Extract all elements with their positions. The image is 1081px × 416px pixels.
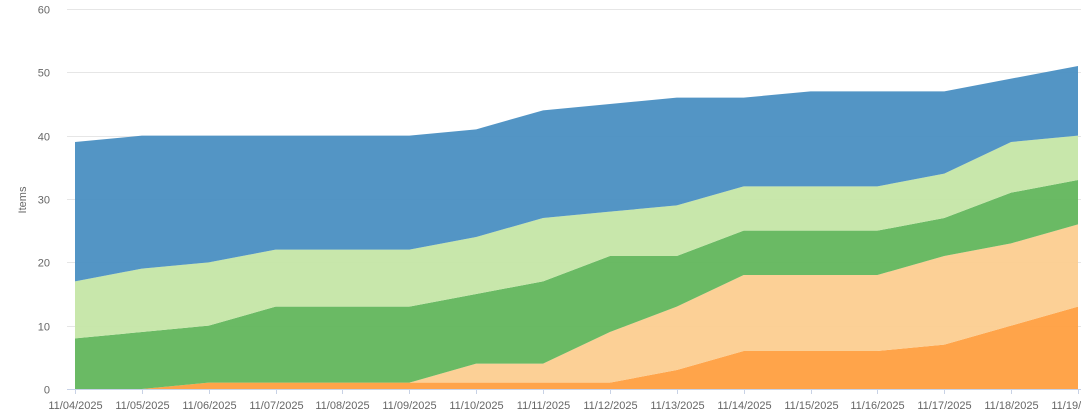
x-tick-label: 11/12/2025 xyxy=(583,400,637,412)
x-tick-label: 11/17/2025 xyxy=(917,400,971,412)
x-tick-label: 11/07/2025 xyxy=(249,400,303,412)
x-tick-label: 11/19/2025 xyxy=(1051,400,1081,412)
area-series xyxy=(75,66,1078,389)
x-tick-label: 11/15/2025 xyxy=(784,400,838,412)
area-series-2 xyxy=(75,224,1078,389)
x-tick-label: 11/04/2025 xyxy=(48,400,102,412)
area-series-5 xyxy=(75,66,1078,282)
y-tick-label: 30 xyxy=(38,195,50,207)
x-tick-label: 11/18/2025 xyxy=(984,400,1038,412)
y-tick-label: 40 xyxy=(38,132,50,144)
y-tick-label: 0 xyxy=(44,385,50,397)
area-series-3 xyxy=(75,180,1078,389)
y-axis-ticks: 0 10 20 30 40 50 60 xyxy=(38,5,50,397)
x-tick-label: 11/06/2025 xyxy=(182,400,236,412)
x-tick-label: 11/16/2025 xyxy=(850,400,904,412)
area-series-1 xyxy=(75,306,1078,389)
y-axis-label: Items xyxy=(17,186,29,213)
y-tick-label: 10 xyxy=(38,322,50,334)
area-series-4 xyxy=(75,135,1078,339)
y-tick-label: 60 xyxy=(38,5,50,17)
x-tick-label: 11/08/2025 xyxy=(315,400,369,412)
x-tick-label: 11/09/2025 xyxy=(382,400,436,412)
x-tick-label: 11/14/2025 xyxy=(717,400,771,412)
x-axis-ticks: 11/04/2025 11/05/2025 11/06/2025 11/07/2025… xyxy=(48,389,1081,412)
x-tick-label: 11/13/2025 xyxy=(650,400,704,412)
x-tick-label: 11/05/2025 xyxy=(115,400,169,412)
y-tick-label: 50 xyxy=(38,68,50,80)
x-tick-label: 11/10/2025 xyxy=(449,400,503,412)
x-tick-label: 11/11/2025 xyxy=(517,400,570,412)
y-tick-label: 20 xyxy=(38,258,50,270)
